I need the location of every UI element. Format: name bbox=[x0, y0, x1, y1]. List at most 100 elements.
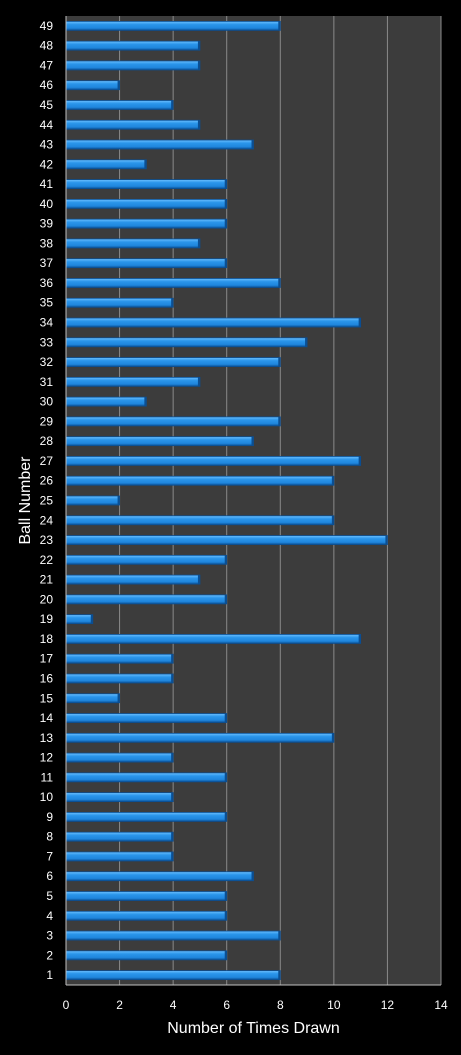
bar bbox=[65, 594, 228, 605]
bar bbox=[65, 139, 254, 150]
bar bbox=[65, 515, 335, 526]
bar bbox=[65, 100, 174, 110]
bar-end-cap bbox=[224, 555, 227, 565]
y-axis-title: Ball Number bbox=[17, 456, 34, 545]
y-tick-label: 10 bbox=[40, 790, 54, 804]
bar bbox=[65, 495, 120, 506]
bar-end-cap bbox=[224, 199, 227, 209]
bar-ball-6 bbox=[65, 871, 254, 882]
y-tick-label: 37 bbox=[40, 256, 54, 270]
bar-ball-27 bbox=[65, 456, 362, 466]
bar bbox=[65, 554, 228, 565]
bar-ball-25 bbox=[65, 495, 120, 506]
bar-end-cap bbox=[171, 792, 174, 802]
y-tick-label: 26 bbox=[40, 474, 54, 488]
y-tick-label: 25 bbox=[40, 494, 54, 508]
bar-ball-41 bbox=[65, 179, 228, 189]
bar-end-cap bbox=[117, 496, 120, 505]
bar-ball-15 bbox=[65, 693, 120, 704]
x-tick-label: 0 bbox=[63, 998, 70, 1012]
y-tick-label: 1 bbox=[46, 968, 53, 982]
y-tick-label: 34 bbox=[40, 316, 54, 330]
y-tick-label: 19 bbox=[40, 612, 54, 626]
y-tick-label: 47 bbox=[40, 58, 54, 72]
bar-end-cap bbox=[197, 575, 200, 585]
bar bbox=[65, 80, 120, 91]
bar-ball-16 bbox=[65, 673, 174, 684]
bar bbox=[65, 475, 335, 486]
bar bbox=[65, 574, 201, 585]
y-tick-label: 17 bbox=[40, 652, 54, 666]
bar-end-cap bbox=[385, 535, 388, 545]
bar bbox=[65, 40, 201, 51]
bar bbox=[65, 198, 228, 209]
bar-end-cap bbox=[278, 970, 281, 980]
bar-end-cap bbox=[278, 357, 281, 367]
bar bbox=[65, 20, 281, 31]
bar-ball-34 bbox=[65, 317, 362, 328]
y-tick-label: 33 bbox=[40, 335, 54, 349]
bar-end-cap bbox=[251, 436, 254, 446]
y-tick-label: 28 bbox=[40, 434, 54, 448]
y-tick-label: 18 bbox=[40, 632, 54, 646]
bar-ball-22 bbox=[65, 554, 228, 565]
bar-end-cap bbox=[224, 179, 227, 189]
bar-ball-12 bbox=[65, 752, 174, 763]
bar-ball-2 bbox=[65, 950, 228, 961]
bar bbox=[65, 693, 120, 704]
bar bbox=[65, 891, 228, 901]
bar bbox=[65, 218, 228, 229]
bar bbox=[65, 456, 362, 466]
y-tick-label: 42 bbox=[40, 157, 54, 171]
bar bbox=[65, 278, 281, 288]
y-tick-label: 27 bbox=[40, 454, 54, 468]
y-tick-label: 3 bbox=[46, 929, 53, 943]
bar-ball-31 bbox=[65, 376, 201, 387]
bar-ball-24 bbox=[65, 515, 335, 526]
bar-ball-17 bbox=[65, 653, 174, 664]
y-tick-label: 6 bbox=[46, 869, 53, 883]
y-tick-label: 29 bbox=[40, 414, 54, 428]
bar-ball-35 bbox=[65, 297, 174, 308]
bar-ball-42 bbox=[65, 159, 147, 170]
y-tick-label: 16 bbox=[40, 671, 54, 685]
y-tick-label: 14 bbox=[40, 711, 54, 725]
bar bbox=[65, 871, 254, 882]
bar bbox=[65, 535, 388, 545]
y-tick-label: 44 bbox=[40, 118, 54, 132]
bar-ball-1 bbox=[65, 970, 281, 981]
bar-end-cap bbox=[358, 318, 361, 328]
bar-end-cap bbox=[171, 298, 174, 308]
x-tick-label: 6 bbox=[223, 998, 230, 1012]
bar-ball-30 bbox=[65, 396, 147, 407]
bar bbox=[65, 653, 174, 664]
bar-ball-49 bbox=[65, 20, 281, 31]
bar-ball-44 bbox=[65, 119, 201, 130]
bar-end-cap bbox=[251, 871, 254, 881]
bar-end-cap bbox=[305, 337, 308, 347]
bar-end-cap bbox=[144, 397, 147, 407]
bar bbox=[65, 357, 281, 367]
bar-ball-23 bbox=[65, 535, 388, 545]
bar-end-cap bbox=[224, 258, 227, 268]
bar-end-cap bbox=[171, 832, 174, 842]
bar-ball-4 bbox=[65, 910, 228, 921]
bar bbox=[65, 673, 174, 684]
bar-end-cap bbox=[358, 634, 361, 644]
bar-end-cap bbox=[278, 416, 281, 426]
bar-ball-38 bbox=[65, 238, 201, 249]
bar bbox=[65, 119, 201, 130]
x-axis-title: Number of Times Drawn bbox=[167, 1020, 340, 1037]
bar bbox=[65, 258, 228, 269]
y-tick-label: 15 bbox=[40, 691, 54, 705]
bar bbox=[65, 851, 174, 862]
y-tick-label: 23 bbox=[40, 533, 54, 547]
bar-ball-19 bbox=[65, 614, 94, 625]
axes bbox=[65, 16, 441, 986]
y-tick-label: 36 bbox=[40, 276, 54, 290]
bar bbox=[65, 792, 174, 803]
y-tick-label: 24 bbox=[40, 513, 54, 527]
y-tick-label: 38 bbox=[40, 236, 54, 250]
bar-ball-14 bbox=[65, 713, 228, 723]
bar bbox=[65, 436, 254, 447]
